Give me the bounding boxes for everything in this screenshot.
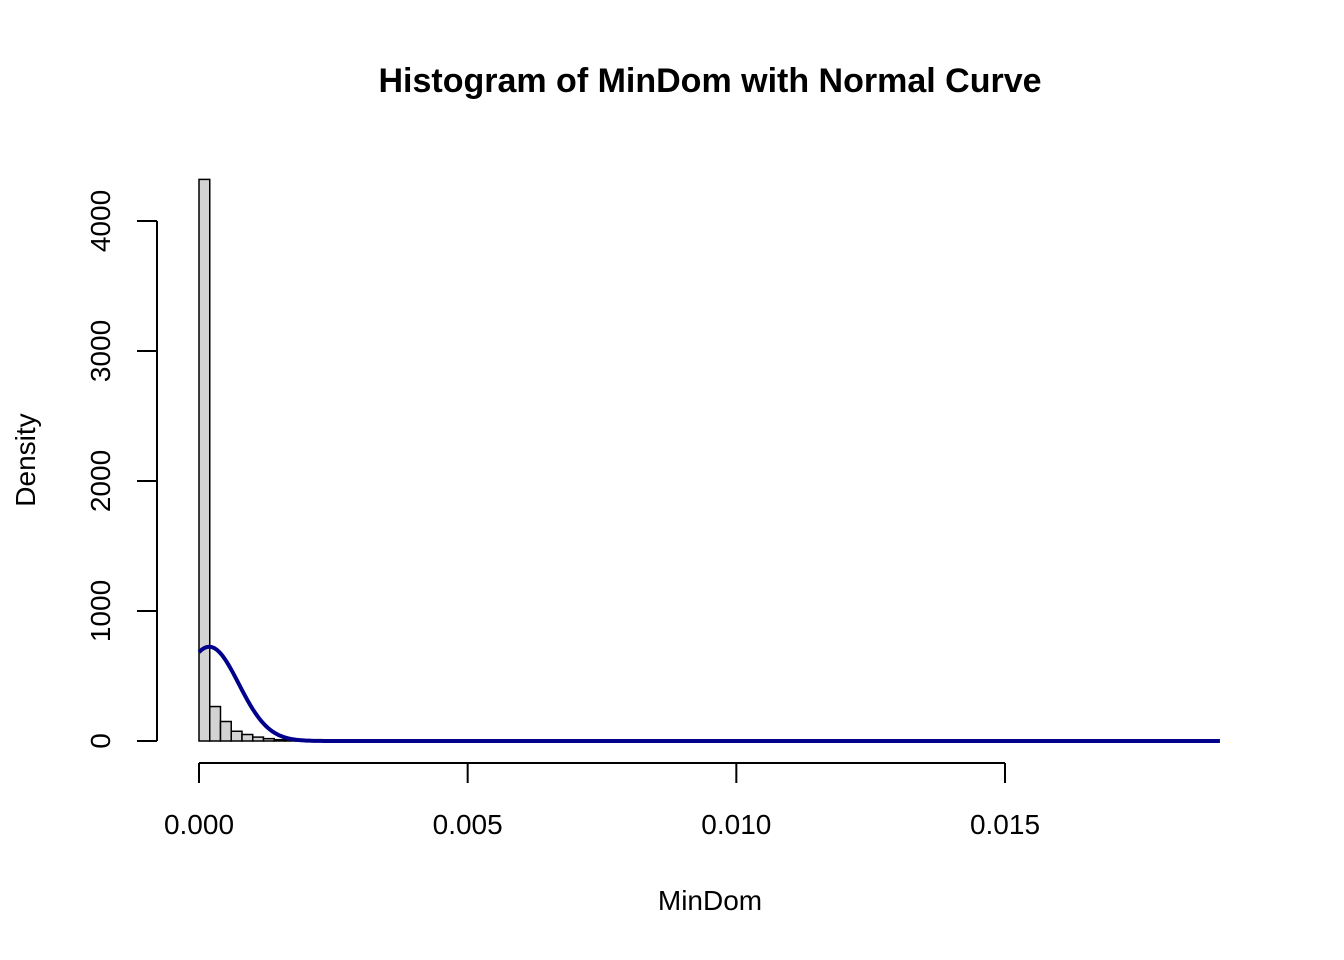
x-tick-label-2: 0.010 [701,809,771,840]
x-tick-label-1: 0.005 [433,809,503,840]
y-axis-label: Density [10,413,41,506]
normal-curve-line [197,644,1220,743]
y-tick-label-2: 2000 [85,450,116,512]
y-tick-label-3: 3000 [85,320,116,382]
x-axis-label: MinDom [658,885,762,916]
histogram-bar-5 [251,736,265,742]
y-tick-label-0: 0 [85,733,116,749]
normal-curve-group [197,644,1220,743]
histogram-bar-2 [219,720,232,742]
histogram-bar-0 [198,178,211,742]
y-axis: 0 1000 2000 3000 4000 [85,190,158,749]
chart-title: Histogram of MinDom with Normal Curve [378,62,1041,100]
x-tick-label-0: 0.000 [164,809,234,840]
x-tick-label-3: 0.015 [970,809,1040,840]
histogram-bar-6 [262,737,275,742]
y-tick-label-1: 1000 [85,580,116,642]
histogram-bar-4 [241,733,254,742]
y-tick-label-4: 4000 [85,190,116,252]
histogram-bar-7 [273,738,286,742]
histogram-bar-3 [230,730,243,742]
histogram-bars [198,178,308,742]
histogram-bar-1 [208,705,222,742]
x-axis: 0.000 0.005 0.010 0.015 [164,762,1040,840]
